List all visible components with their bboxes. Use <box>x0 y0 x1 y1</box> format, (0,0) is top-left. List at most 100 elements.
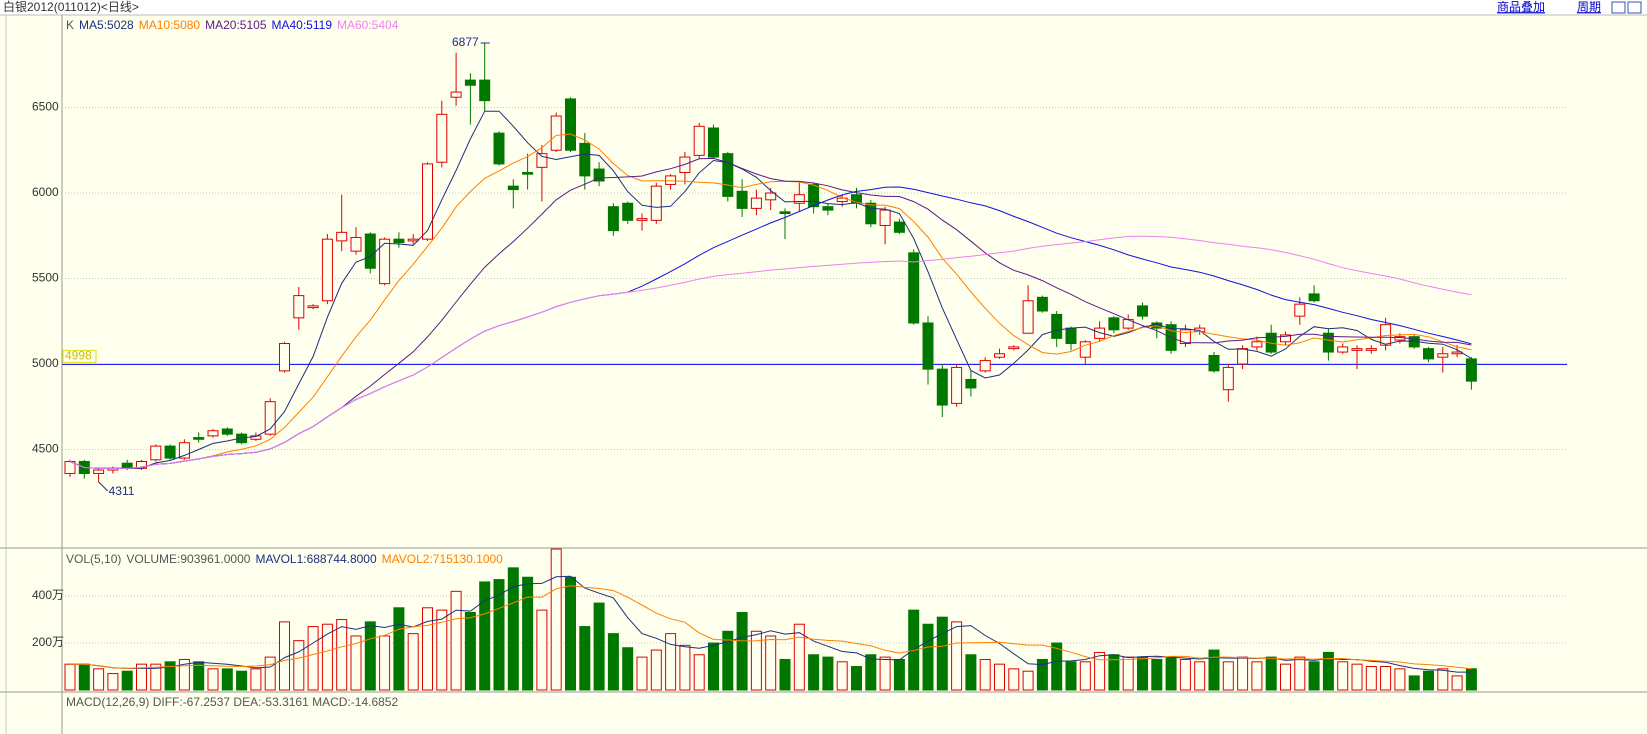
candle-body <box>1036 296 1048 312</box>
volume-bar <box>1423 670 1434 691</box>
legend-item: MA10:5080 <box>139 18 201 32</box>
prev-button[interactable] <box>1611 1 1626 14</box>
candle-body <box>994 353 1005 358</box>
ma-line <box>69 133 1472 469</box>
candle-body <box>350 236 362 252</box>
candle-body <box>607 206 619 232</box>
volume-bar <box>107 673 119 691</box>
candle-body <box>565 98 576 151</box>
volume-bar <box>565 576 576 691</box>
candle-body <box>250 435 262 440</box>
volume-bar <box>64 663 76 691</box>
volume-bar <box>1051 642 1063 691</box>
volume-bar <box>336 619 348 691</box>
volume-bar <box>164 661 176 691</box>
title-bar <box>0 0 1647 15</box>
volume-bar <box>407 633 419 691</box>
candle-body <box>1179 329 1191 344</box>
volume-bar <box>1094 651 1106 691</box>
candle-body <box>1079 341 1091 358</box>
volume-bar <box>879 656 891 691</box>
candle-body <box>1008 346 1020 350</box>
candle-body <box>264 401 276 435</box>
volume-bar <box>450 590 462 691</box>
y-tick-label: 4500 <box>32 442 59 456</box>
volume-bar <box>1165 656 1177 691</box>
candle-body <box>851 194 862 204</box>
volume-bar <box>1451 675 1463 691</box>
y-tick-label: 200万 <box>32 635 64 649</box>
volume-bar <box>150 663 162 691</box>
volume-bar <box>822 656 834 691</box>
candle-body <box>1322 332 1334 353</box>
candle-body <box>622 202 634 221</box>
candle-body <box>1337 346 1349 353</box>
legend-item: MA5:5028 <box>79 18 134 32</box>
candle-body <box>93 469 105 474</box>
volume-bar <box>1036 658 1048 691</box>
volume-bar <box>851 666 862 691</box>
volume-bar <box>136 663 147 691</box>
ma-line <box>69 110 1472 469</box>
candle-body <box>1208 354 1220 372</box>
macd-legend: MACD(12,26,9) DIFF:-67.2537 DEA:-53.3161… <box>66 695 398 709</box>
candle-body <box>436 113 448 163</box>
volume-bar <box>965 654 977 691</box>
volume-bar <box>593 602 605 691</box>
volume-bar <box>393 607 405 691</box>
candle-body <box>364 233 376 269</box>
legend-item: K <box>66 18 74 32</box>
volume-bar <box>1280 663 1291 691</box>
volume-bar <box>1294 656 1306 691</box>
candle-body <box>893 221 905 233</box>
period-link[interactable]: 周期 <box>1577 0 1601 14</box>
candle-body <box>579 142 591 177</box>
volume-bar <box>193 661 205 691</box>
candle-body <box>221 428 233 435</box>
volume-bar <box>536 609 548 691</box>
volume-bar <box>979 658 991 691</box>
volume-bar <box>893 658 905 691</box>
candle-body <box>507 185 519 191</box>
volume-bar <box>693 654 705 691</box>
candle-body <box>479 79 491 102</box>
candle-body <box>1222 366 1234 391</box>
mavol-line <box>70 585 1472 670</box>
low-arrow <box>98 481 108 492</box>
volume-bar <box>493 579 505 691</box>
candle-body <box>178 442 190 459</box>
y-tick-label: 6500 <box>32 100 59 114</box>
y-tick-label: 400万 <box>32 588 64 602</box>
volume-bar <box>750 630 762 691</box>
volume-bar <box>736 611 748 691</box>
candle-body <box>1237 348 1249 365</box>
volume-bar <box>1151 658 1163 691</box>
candle-body <box>1365 348 1377 351</box>
price-label-box <box>62 349 97 363</box>
volume-bar <box>1222 661 1234 691</box>
volume-bar <box>636 656 648 691</box>
volume-bar <box>1337 661 1349 691</box>
volume-bar <box>264 656 276 691</box>
volume-bar <box>708 642 719 691</box>
volume-bar <box>307 626 319 691</box>
candle-body <box>1065 327 1077 344</box>
candle-body <box>536 153 548 168</box>
volume-bar <box>507 567 519 691</box>
candle-body <box>1423 348 1434 360</box>
candle-body <box>665 175 677 185</box>
next-button[interactable] <box>1627 1 1642 14</box>
overlay-link[interactable]: 商品叠加 <box>1497 0 1545 14</box>
candle-body <box>593 168 605 182</box>
legend-item: VOL(5,10) <box>66 552 121 566</box>
volume-bar <box>1365 666 1377 691</box>
volume-bar <box>1322 651 1334 691</box>
volume-bar <box>765 635 777 691</box>
legend-item: MA60:5404 <box>337 18 399 32</box>
y-tick-label: 5000 <box>32 356 59 370</box>
volume-bar <box>951 621 963 691</box>
volume-bar <box>1194 661 1206 691</box>
volume-bar <box>1137 656 1148 691</box>
volume-bar <box>379 635 391 691</box>
candle-body <box>207 430 219 437</box>
